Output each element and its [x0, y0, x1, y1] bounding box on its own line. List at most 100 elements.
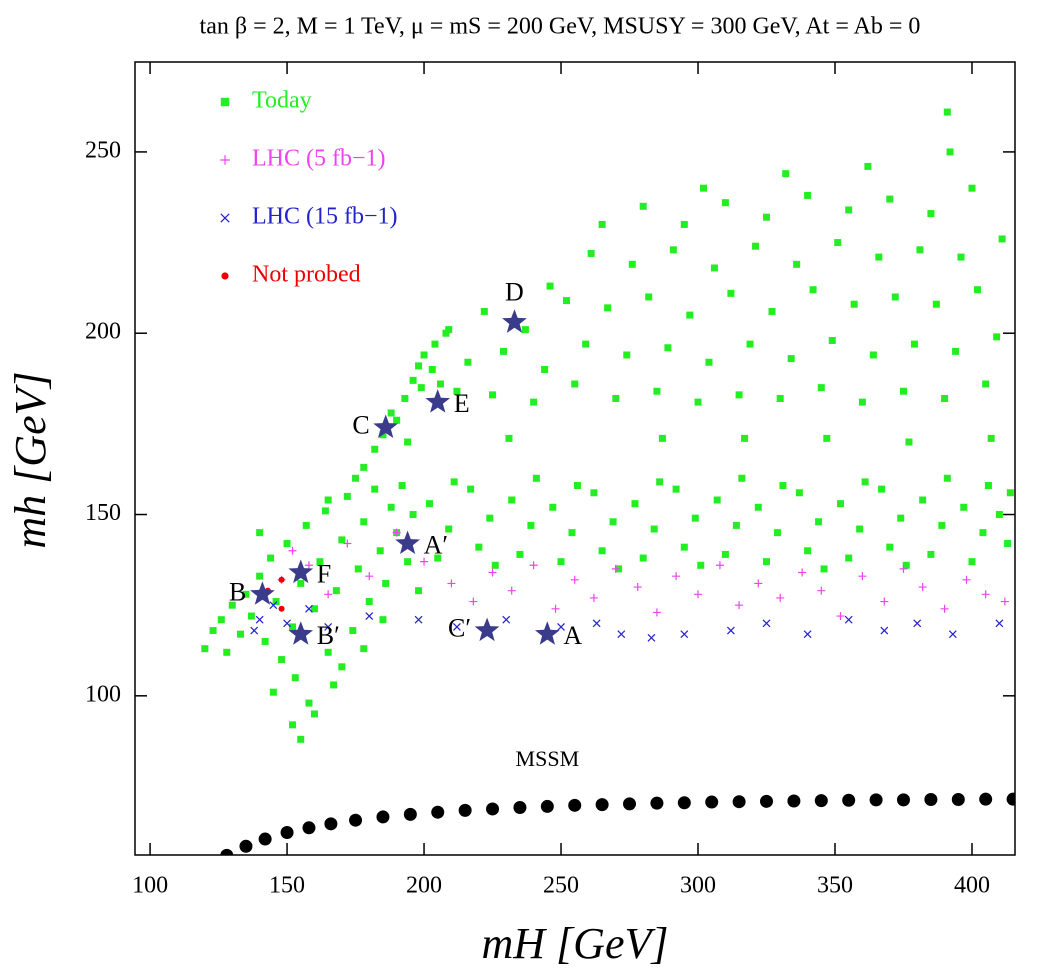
- point: [387, 409, 395, 417]
- point: [993, 333, 1001, 341]
- point: [409, 376, 417, 384]
- point: [236, 630, 244, 638]
- point: [628, 260, 636, 268]
- point: [817, 384, 825, 392]
- point: [310, 710, 318, 718]
- point: [763, 558, 771, 566]
- point: [858, 572, 867, 581]
- point: [450, 478, 458, 486]
- point: [834, 239, 842, 247]
- point: [968, 558, 976, 566]
- point: [392, 528, 401, 537]
- point: [420, 351, 428, 359]
- point: [735, 601, 744, 610]
- point: [349, 627, 357, 635]
- point: [445, 326, 453, 334]
- point: [220, 848, 234, 855]
- point: [891, 293, 899, 301]
- benchmark-label: C′: [448, 614, 471, 643]
- point: [469, 597, 478, 606]
- point: [957, 253, 965, 261]
- point: [557, 558, 565, 566]
- point: [365, 612, 374, 620]
- point: [445, 525, 453, 533]
- point: [316, 558, 324, 566]
- legend-marker: [221, 272, 229, 280]
- point: [952, 347, 960, 355]
- point: [486, 802, 500, 816]
- benchmark-label: E: [454, 389, 470, 418]
- point: [763, 213, 771, 221]
- benchmark-label: F: [317, 560, 331, 589]
- point: [721, 199, 729, 207]
- point: [861, 478, 869, 486]
- point: [779, 482, 787, 490]
- point: [672, 572, 681, 581]
- point: [598, 220, 606, 228]
- point: [349, 813, 363, 827]
- point: [680, 543, 688, 551]
- point: [258, 832, 272, 846]
- point: [691, 514, 699, 522]
- point: [360, 463, 368, 471]
- point: [738, 474, 746, 482]
- point: [995, 619, 1004, 628]
- point: [338, 536, 346, 544]
- benchmark-label: A′: [424, 530, 448, 559]
- point: [310, 605, 318, 613]
- point: [814, 794, 828, 808]
- point: [414, 615, 423, 624]
- point: [998, 235, 1006, 243]
- point: [623, 351, 631, 359]
- point: [324, 648, 332, 656]
- point: [365, 598, 373, 606]
- benchmark-star: [250, 581, 275, 605]
- plot-frame: [134, 61, 1016, 856]
- point: [782, 170, 790, 178]
- point: [973, 286, 981, 294]
- benchmark-label: C: [352, 410, 369, 439]
- point: [979, 792, 993, 806]
- point: [669, 246, 677, 254]
- point: [278, 576, 285, 583]
- point: [283, 619, 291, 628]
- point: [297, 579, 305, 587]
- point: [541, 365, 549, 373]
- benchmark-star: [425, 389, 451, 413]
- point: [776, 394, 784, 402]
- point: [815, 518, 823, 526]
- point: [713, 496, 721, 504]
- point: [658, 434, 666, 442]
- point: [680, 630, 689, 639]
- point: [352, 474, 360, 482]
- point: [787, 794, 801, 808]
- point: [590, 489, 598, 497]
- point: [557, 623, 565, 631]
- point: [886, 195, 894, 203]
- point: [880, 597, 889, 606]
- x-tick-label: 200: [406, 873, 442, 899]
- point: [250, 626, 259, 635]
- x-tick-label: 250: [543, 873, 579, 899]
- point: [289, 721, 297, 729]
- point: [491, 561, 499, 569]
- point: [420, 557, 429, 566]
- point: [754, 579, 763, 588]
- point: [256, 572, 264, 580]
- point: [1006, 792, 1015, 806]
- point: [940, 604, 949, 613]
- point: [595, 798, 609, 812]
- point: [505, 434, 513, 442]
- point: [589, 593, 598, 602]
- point: [924, 793, 938, 807]
- point: [404, 438, 412, 446]
- point: [732, 795, 746, 809]
- point: [836, 500, 844, 508]
- point: [480, 307, 488, 315]
- point: [360, 645, 368, 653]
- benchmark-star: [288, 559, 314, 584]
- point: [415, 587, 423, 595]
- legend-label: Today: [252, 88, 312, 114]
- point: [746, 340, 754, 348]
- point: [521, 326, 529, 334]
